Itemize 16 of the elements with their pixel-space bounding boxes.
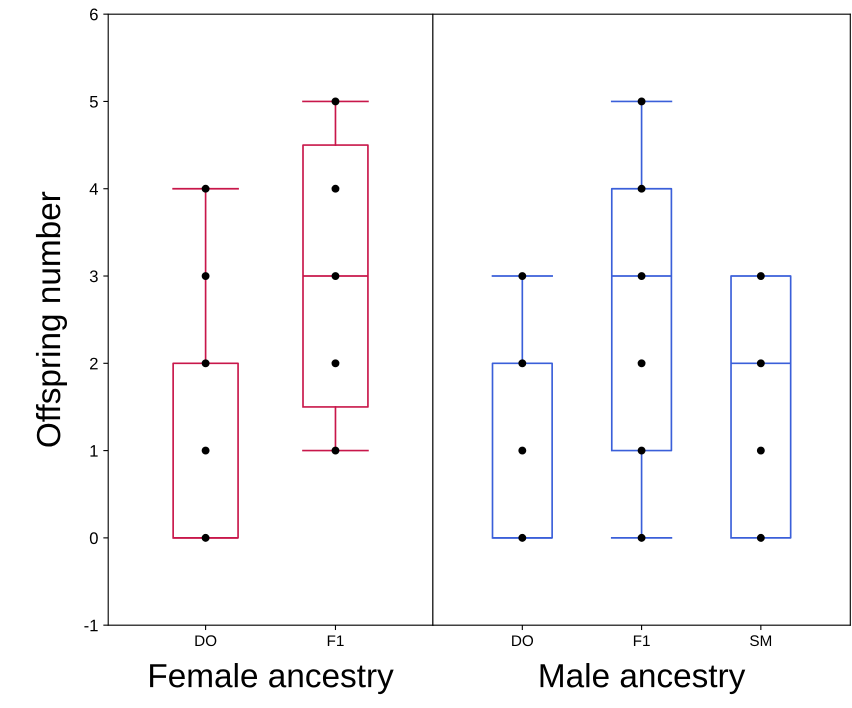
x-tick-label: F1 [634, 635, 650, 646]
x-axis-title: Male ancestry [540, 663, 746, 694]
y-tick-label: 0 [90, 532, 98, 544]
x-tick-label: DO [195, 635, 216, 646]
y-axis-title: Offspring number [36, 192, 67, 447]
y-tick-label: 6 [90, 8, 98, 20]
y-tick-label: 2 [90, 358, 98, 370]
y-tick-label: 1 [90, 445, 98, 457]
y-tick-label: -1 [84, 620, 98, 632]
x-tick-label: SM [750, 635, 772, 646]
y-tick-label: 5 [90, 96, 98, 108]
y-tick-label: 3 [90, 270, 98, 282]
x-axis-title: Female ancestry [150, 663, 394, 694]
x-tick-label: F1 [328, 635, 344, 646]
x-tick-label: DO [512, 635, 534, 646]
y-tick-label: 4 [90, 183, 98, 195]
